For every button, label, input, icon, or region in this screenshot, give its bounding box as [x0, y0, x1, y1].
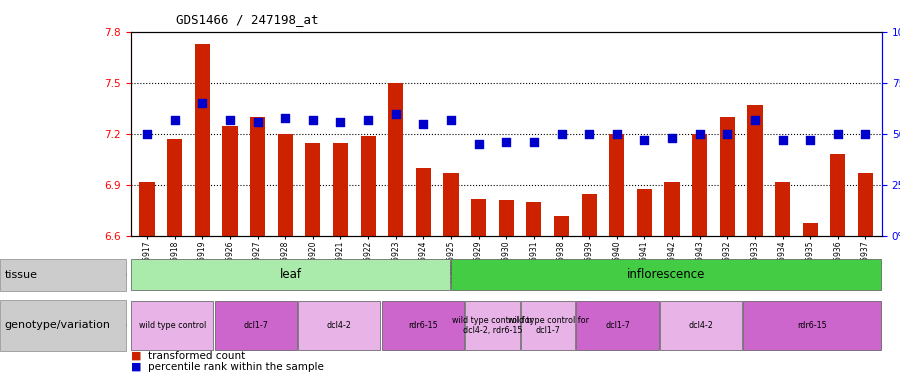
- Point: [637, 137, 652, 143]
- Bar: [581, 194, 597, 236]
- Bar: [554, 216, 569, 236]
- Bar: [720, 117, 735, 236]
- Point: [333, 119, 347, 125]
- Bar: [416, 168, 431, 236]
- Text: inflorescence: inflorescence: [627, 268, 706, 281]
- Bar: [471, 199, 486, 236]
- Bar: [803, 223, 818, 236]
- Point: [250, 119, 265, 125]
- FancyBboxPatch shape: [131, 260, 450, 290]
- Bar: [140, 182, 155, 236]
- Bar: [222, 126, 238, 236]
- Text: ■: ■: [130, 351, 141, 361]
- Bar: [526, 202, 542, 236]
- FancyBboxPatch shape: [131, 301, 213, 350]
- Point: [775, 137, 789, 143]
- Text: rdr6-15: rdr6-15: [797, 321, 827, 330]
- Text: dcl4-2: dcl4-2: [327, 321, 352, 330]
- Bar: [333, 142, 348, 236]
- Text: wild type control for
dcl4-2, rdr6-15: wild type control for dcl4-2, rdr6-15: [452, 316, 533, 335]
- FancyBboxPatch shape: [465, 301, 519, 350]
- Point: [472, 141, 486, 147]
- Bar: [388, 83, 403, 236]
- FancyBboxPatch shape: [298, 301, 381, 350]
- Text: genotype/variation: genotype/variation: [4, 320, 111, 330]
- Text: dcl1-7: dcl1-7: [243, 321, 268, 330]
- Point: [720, 131, 734, 137]
- Bar: [305, 142, 320, 236]
- Bar: [830, 154, 845, 236]
- FancyBboxPatch shape: [660, 301, 742, 350]
- Point: [306, 117, 320, 123]
- Point: [195, 100, 210, 106]
- FancyBboxPatch shape: [214, 301, 297, 350]
- Point: [444, 117, 458, 123]
- Point: [389, 111, 403, 117]
- Point: [831, 131, 845, 137]
- Text: rdr6-15: rdr6-15: [408, 321, 437, 330]
- Bar: [499, 201, 514, 236]
- Text: transformed count: transformed count: [148, 351, 246, 361]
- Point: [554, 131, 569, 137]
- Bar: [775, 182, 790, 236]
- Point: [748, 117, 762, 123]
- Bar: [637, 189, 652, 236]
- FancyBboxPatch shape: [521, 301, 575, 350]
- Bar: [609, 134, 625, 236]
- Point: [692, 131, 706, 137]
- FancyBboxPatch shape: [576, 301, 659, 350]
- Bar: [167, 139, 183, 236]
- Text: GDS1466 / 247198_at: GDS1466 / 247198_at: [176, 13, 318, 26]
- Text: ■: ■: [130, 362, 141, 372]
- Bar: [250, 117, 266, 236]
- Text: wild type control for
dcl1-7: wild type control for dcl1-7: [508, 316, 589, 335]
- Point: [582, 131, 597, 137]
- Text: leaf: leaf: [280, 268, 302, 281]
- FancyBboxPatch shape: [743, 301, 881, 350]
- Point: [223, 117, 238, 123]
- Bar: [444, 173, 459, 236]
- FancyBboxPatch shape: [451, 260, 881, 290]
- Point: [167, 117, 182, 123]
- Point: [803, 137, 817, 143]
- Point: [499, 139, 513, 145]
- Point: [859, 131, 873, 137]
- Point: [278, 115, 293, 121]
- Point: [609, 131, 624, 137]
- Point: [140, 131, 154, 137]
- Bar: [277, 134, 292, 236]
- Text: tissue: tissue: [4, 270, 38, 280]
- Bar: [194, 44, 210, 236]
- Bar: [858, 173, 873, 236]
- Text: wild type control: wild type control: [139, 321, 206, 330]
- Point: [361, 117, 375, 123]
- Point: [665, 135, 680, 141]
- Text: dcl1-7: dcl1-7: [605, 321, 630, 330]
- FancyBboxPatch shape: [382, 301, 464, 350]
- Bar: [361, 136, 375, 236]
- Bar: [692, 134, 707, 236]
- Bar: [747, 105, 762, 236]
- Text: percentile rank within the sample: percentile rank within the sample: [148, 362, 324, 372]
- Text: dcl4-2: dcl4-2: [688, 321, 714, 330]
- Point: [416, 121, 430, 127]
- Bar: [664, 182, 680, 236]
- Point: [526, 139, 541, 145]
